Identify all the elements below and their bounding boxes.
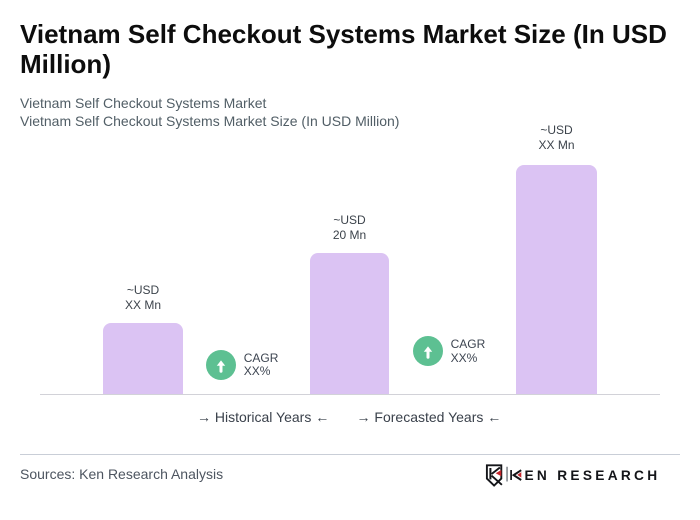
svg-text:EN RESEARCH: EN RESEARCH — [525, 468, 661, 483]
